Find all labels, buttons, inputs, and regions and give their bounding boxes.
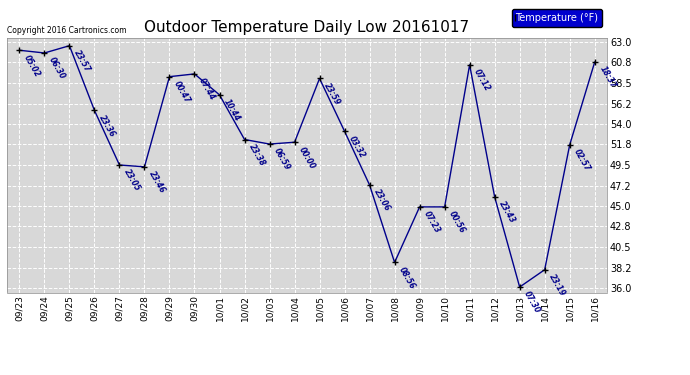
Text: 07:12: 07:12 xyxy=(473,68,492,93)
Text: 23:43: 23:43 xyxy=(497,200,518,225)
Text: 06:30: 06:30 xyxy=(47,56,67,81)
Text: 10:44: 10:44 xyxy=(222,98,242,123)
Text: 00:00: 00:00 xyxy=(297,145,317,170)
Text: Copyright 2016 Cartronics.com: Copyright 2016 Cartronics.com xyxy=(7,26,126,35)
Text: 07:30: 07:30 xyxy=(522,290,542,315)
Text: 05:02: 05:02 xyxy=(22,53,42,78)
Text: 00:56: 00:56 xyxy=(447,210,467,235)
Text: 08:56: 08:56 xyxy=(397,265,417,291)
Text: 03:32: 03:32 xyxy=(347,134,367,159)
Text: 06:59: 06:59 xyxy=(273,147,292,172)
Text: 23:57: 23:57 xyxy=(72,48,92,74)
Text: 23:19: 23:19 xyxy=(547,273,567,298)
Legend: Temperature (°F): Temperature (°F) xyxy=(511,9,602,27)
Text: 23:46: 23:46 xyxy=(147,170,167,195)
Text: 07:44: 07:44 xyxy=(197,77,217,102)
Text: 23:36: 23:36 xyxy=(97,113,117,138)
Text: 23:59: 23:59 xyxy=(322,81,342,106)
Title: Outdoor Temperature Daily Low 20161017: Outdoor Temperature Daily Low 20161017 xyxy=(144,20,470,35)
Text: 23:06: 23:06 xyxy=(373,188,392,213)
Text: 02:57: 02:57 xyxy=(573,148,592,173)
Text: 18:37: 18:37 xyxy=(598,65,618,90)
Text: 23:05: 23:05 xyxy=(122,168,142,193)
Text: 07:23: 07:23 xyxy=(422,210,442,235)
Text: 23:38: 23:38 xyxy=(247,142,267,168)
Text: 00:47: 00:47 xyxy=(172,80,192,105)
